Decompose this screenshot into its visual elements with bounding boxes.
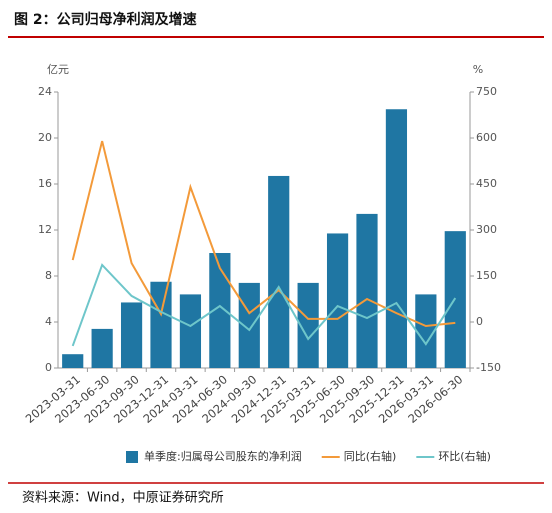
y-tick-label: 12 [38,223,52,236]
legend-swatch [126,451,138,463]
bar [385,109,408,368]
title: 图 2：公司归母净利润及增速 [14,11,197,28]
y2-unit: % [473,63,483,76]
y-unit: 亿元 [47,63,69,76]
y2-tick-label: 150 [476,269,497,282]
bar [268,175,290,368]
bar [179,294,202,368]
y-tick-label: 24 [38,85,52,98]
y2-tick-label: -150 [476,361,501,374]
y-tick-label: 4 [45,315,52,328]
bar [91,328,113,368]
legend-label: 单季度:归属母公司股东的净利润 [144,449,302,463]
line [71,140,456,328]
line [71,263,457,347]
bar [62,354,84,368]
bar [209,253,231,368]
legend-label: 环比(右轴) [438,449,491,463]
legend-label: 同比(右轴) [344,449,397,463]
y2-tick-label: 600 [476,131,497,144]
bar [150,281,172,368]
y-tick-label: 20 [38,131,52,144]
bar [120,302,143,368]
y2-tick-label: 0 [476,315,483,328]
bar [356,213,378,368]
bar [238,282,260,368]
bar [415,294,437,368]
y-tick-label: 16 [38,177,52,190]
y2-tick-label: 750 [476,85,497,98]
y2-tick-label: 300 [476,223,497,236]
y-tick-label: 8 [45,269,52,282]
source: 资料来源：Wind，中原证券研究所 [22,490,224,506]
y2-tick-label: 450 [476,177,497,190]
bar [297,282,319,368]
bar [326,233,349,368]
y-tick-label: 0 [45,361,52,374]
